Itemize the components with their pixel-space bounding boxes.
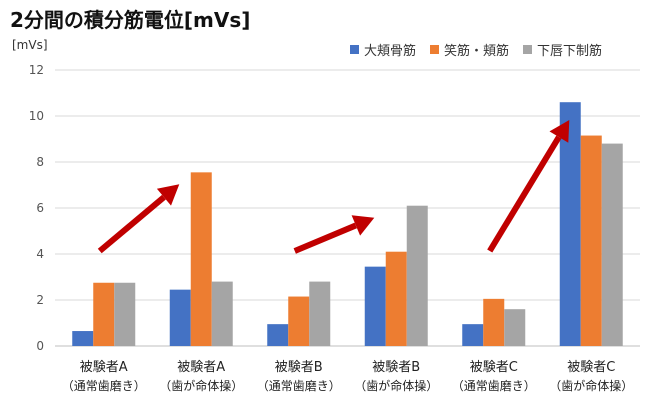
legend-item-series-1: 笑筋・頬筋 xyxy=(430,40,509,59)
chart-title: 2分間の積分筋電位[mVs] xyxy=(10,8,251,32)
bar-series-2 xyxy=(114,282,136,346)
x-tick-label: 被験者B xyxy=(372,360,420,375)
x-tick-label: 被験者C xyxy=(567,360,615,375)
legend-item-series-2: 下唇下制筋 xyxy=(523,40,602,59)
trend-arrow-head xyxy=(549,120,570,143)
bar-series-2 xyxy=(309,281,331,346)
x-tick-sublabel: （通常歯磨き） xyxy=(257,379,341,393)
x-tick-sublabel: （通常歯磨き） xyxy=(62,379,146,393)
bar-series-1 xyxy=(483,298,505,346)
bar-series-2 xyxy=(406,205,428,346)
x-tick-label: 被験者C xyxy=(470,360,518,375)
bar-series-0 xyxy=(559,102,581,346)
y-tick-label: 2 xyxy=(36,293,44,307)
y-tick-label: 6 xyxy=(36,201,44,215)
bar-series-2 xyxy=(211,281,233,346)
legend-label-series-2: 下唇下制筋 xyxy=(537,44,603,59)
legend-swatch-series-2 xyxy=(523,45,533,54)
bar-series-0 xyxy=(169,289,191,346)
legend-swatch-series-1 xyxy=(430,45,440,54)
bar-series-1 xyxy=(288,296,310,346)
trend-arrow-shaft xyxy=(97,194,166,254)
trend-arrow-head xyxy=(351,215,375,236)
y-tick-label: 12 xyxy=(29,63,44,77)
x-tick-sublabel: （歯が命体操） xyxy=(354,378,438,393)
bar-series-0 xyxy=(267,324,289,346)
x-tick-sublabel: （通常歯磨き） xyxy=(452,379,536,393)
y-tick-label: 0 xyxy=(36,339,44,353)
legend-label-series-1: 笑筋・頬筋 xyxy=(444,44,510,59)
legend-swatch-series-0 xyxy=(350,45,359,54)
legend: 大頬骨筋 笑筋・頬筋 下唇下制筋 xyxy=(350,40,602,59)
x-tick-label: 被験者B xyxy=(275,360,323,375)
bar-series-1 xyxy=(580,135,602,346)
legend-item-series-0: 大頬骨筋 xyxy=(350,40,416,59)
y-axis-unit: [mVs] xyxy=(12,38,48,52)
y-tick-label: 8 xyxy=(36,155,44,169)
y-tick-label: 10 xyxy=(29,109,44,123)
bar-series-1 xyxy=(385,251,407,346)
legend-label-series-0: 大頬骨筋 xyxy=(364,44,417,59)
trend-arrow-shaft xyxy=(487,135,562,253)
y-tick-label: 4 xyxy=(36,247,44,261)
bar-series-1 xyxy=(190,172,212,346)
bar-series-0 xyxy=(462,324,484,346)
bar-series-0 xyxy=(364,266,386,346)
x-tick-sublabel: （歯が命体操） xyxy=(159,378,243,393)
bar-series-0 xyxy=(72,331,94,346)
x-tick-label: 被験者A xyxy=(80,360,128,375)
bar-series-2 xyxy=(504,309,526,346)
x-tick-sublabel: （歯が命体操） xyxy=(549,378,633,393)
trend-arrow-shaft xyxy=(293,222,357,254)
x-tick-label: 被験者A xyxy=(177,360,225,375)
bar-series-2 xyxy=(601,143,623,346)
bar-series-1 xyxy=(93,282,115,346)
trend-arrow-head xyxy=(156,184,180,206)
